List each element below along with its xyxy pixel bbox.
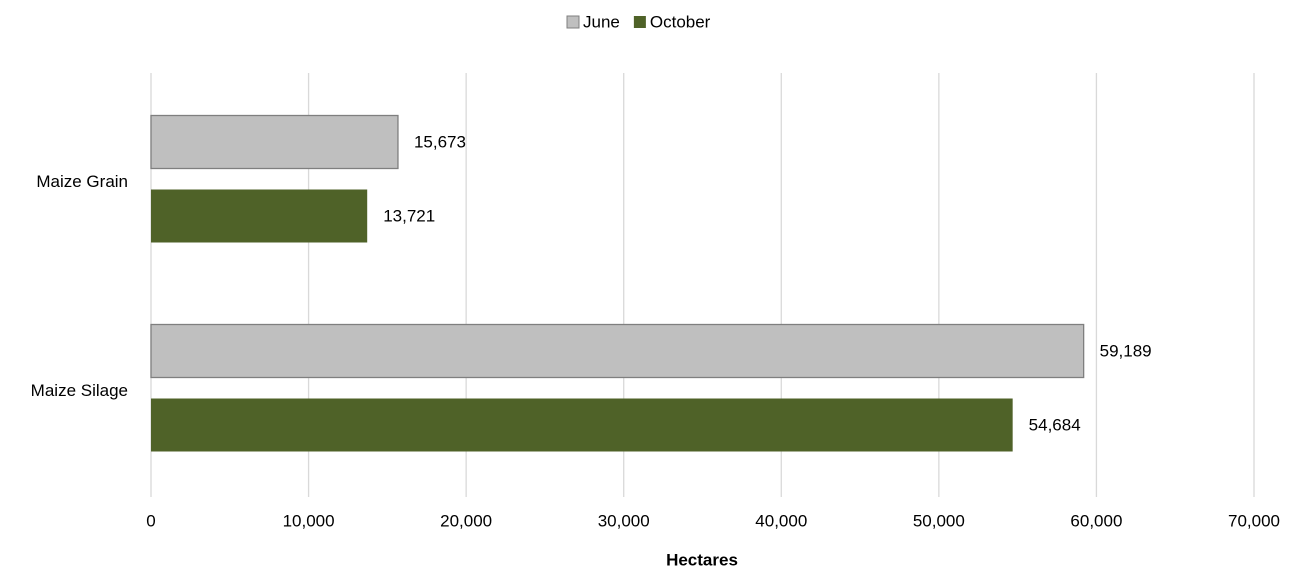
x-tick-label: 10,000 [283, 511, 335, 530]
data-label: 54,684 [1029, 415, 1081, 434]
bar [150, 114, 399, 170]
y-tick-label: Maize Silage [31, 381, 128, 400]
bar [151, 398, 1013, 452]
x-tick-label: 30,000 [598, 511, 650, 530]
legend-swatch [566, 15, 580, 29]
x-axis-label: Hectares [666, 550, 738, 569]
x-tick-label: 70,000 [1228, 511, 1280, 530]
y-tick-label: Maize Grain [36, 172, 128, 191]
legend-label: June [583, 12, 620, 31]
legend-swatch [633, 16, 646, 28]
x-tick-label: 60,000 [1070, 511, 1122, 530]
legend-label: October [650, 12, 711, 31]
x-tick-label: 20,000 [440, 511, 492, 530]
data-label: 59,189 [1100, 341, 1152, 360]
bar [151, 189, 368, 243]
data-label: 13,721 [383, 206, 435, 225]
x-tick-label: 0 [146, 511, 155, 530]
x-tick-label: 50,000 [913, 511, 965, 530]
x-tick-label: 40,000 [755, 511, 807, 530]
bar [150, 323, 1085, 379]
data-label: 15,673 [414, 132, 466, 151]
